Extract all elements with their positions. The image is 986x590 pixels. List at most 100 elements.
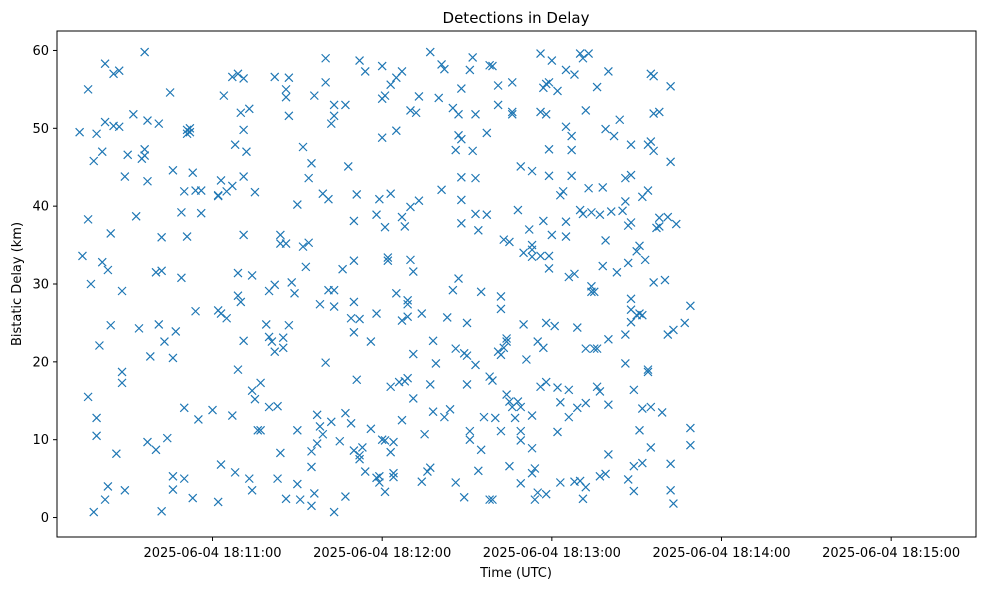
y-tick-label: 20 bbox=[32, 355, 49, 370]
data-point bbox=[97, 147, 107, 157]
data-point bbox=[75, 127, 85, 137]
data-point bbox=[318, 429, 328, 439]
data-point bbox=[326, 417, 336, 427]
data-point bbox=[564, 385, 574, 395]
data-point bbox=[168, 485, 178, 494]
data-point bbox=[524, 225, 534, 234]
data-point bbox=[496, 304, 506, 314]
data-point bbox=[179, 474, 189, 484]
data-point bbox=[182, 232, 192, 241]
data-point bbox=[620, 358, 630, 368]
data-point bbox=[315, 422, 325, 431]
data-point bbox=[505, 461, 514, 471]
data-point bbox=[598, 183, 608, 192]
data-point bbox=[157, 232, 167, 242]
data-point bbox=[216, 309, 226, 319]
data-point bbox=[623, 474, 633, 484]
data-point bbox=[589, 287, 599, 297]
data-point bbox=[671, 219, 681, 229]
data-point bbox=[666, 157, 676, 167]
data-point bbox=[685, 423, 695, 433]
data-point bbox=[510, 413, 520, 423]
x-tick-label: 2025-06-04 18:15:00 bbox=[822, 546, 960, 561]
data-point bbox=[493, 81, 503, 90]
data-point bbox=[660, 275, 670, 285]
data-point bbox=[471, 109, 480, 119]
data-point bbox=[516, 162, 526, 171]
data-point bbox=[309, 91, 319, 101]
data-point bbox=[527, 252, 537, 262]
data-point bbox=[335, 436, 345, 446]
data-point bbox=[637, 310, 647, 320]
data-point bbox=[100, 117, 110, 127]
data-point bbox=[284, 73, 294, 83]
y-tick-label: 10 bbox=[32, 433, 49, 448]
data-point bbox=[106, 320, 116, 330]
data-point bbox=[292, 200, 302, 210]
data-point bbox=[143, 176, 152, 186]
data-point bbox=[666, 485, 676, 495]
data-point bbox=[270, 72, 280, 82]
data-point bbox=[601, 235, 610, 245]
data-point bbox=[553, 383, 562, 392]
data-point bbox=[128, 109, 138, 119]
data-point bbox=[307, 462, 316, 472]
data-point bbox=[669, 499, 678, 508]
data-point bbox=[425, 463, 435, 473]
data-point bbox=[643, 367, 653, 377]
data-point bbox=[247, 386, 257, 396]
data-point bbox=[496, 292, 506, 301]
data-point bbox=[454, 274, 463, 283]
data-point bbox=[278, 343, 288, 353]
data-point bbox=[406, 105, 415, 115]
data-point bbox=[527, 411, 537, 420]
data-point bbox=[505, 237, 514, 247]
data-point bbox=[191, 306, 200, 316]
data-point bbox=[567, 131, 577, 141]
data-point bbox=[595, 210, 605, 220]
data-point bbox=[649, 109, 659, 118]
data-point bbox=[587, 287, 596, 297]
data-markers bbox=[75, 47, 695, 517]
data-point bbox=[581, 344, 591, 354]
data-point bbox=[239, 172, 249, 181]
data-point bbox=[654, 221, 664, 231]
data-point bbox=[111, 449, 121, 459]
data-point bbox=[403, 299, 413, 309]
data-point bbox=[519, 320, 528, 329]
data-point bbox=[236, 297, 246, 307]
data-point bbox=[171, 327, 181, 336]
data-point bbox=[193, 415, 203, 424]
data-point bbox=[584, 49, 594, 58]
data-point bbox=[629, 486, 639, 496]
data-point bbox=[216, 460, 226, 470]
data-point bbox=[456, 218, 466, 228]
data-point bbox=[462, 318, 472, 328]
data-point bbox=[451, 478, 461, 487]
data-point bbox=[222, 313, 232, 323]
data-point bbox=[626, 170, 636, 180]
data-point bbox=[462, 379, 472, 389]
data-point bbox=[168, 471, 178, 481]
data-point bbox=[239, 230, 249, 240]
data-point bbox=[349, 446, 359, 456]
data-point bbox=[544, 77, 554, 87]
data-point bbox=[618, 206, 627, 216]
data-point bbox=[374, 471, 384, 481]
data-point bbox=[437, 60, 446, 69]
data-point bbox=[649, 71, 659, 81]
data-point bbox=[386, 80, 396, 90]
data-point bbox=[389, 472, 398, 482]
data-point bbox=[389, 437, 398, 447]
data-point bbox=[131, 211, 141, 221]
data-point bbox=[355, 56, 364, 66]
data-point bbox=[680, 318, 690, 328]
data-point bbox=[685, 301, 695, 311]
data-point bbox=[244, 104, 254, 114]
data-point bbox=[507, 109, 517, 119]
data-point bbox=[609, 131, 619, 141]
data-point bbox=[391, 288, 401, 298]
data-point bbox=[357, 443, 367, 452]
data-point bbox=[652, 223, 661, 233]
data-point bbox=[603, 400, 613, 410]
